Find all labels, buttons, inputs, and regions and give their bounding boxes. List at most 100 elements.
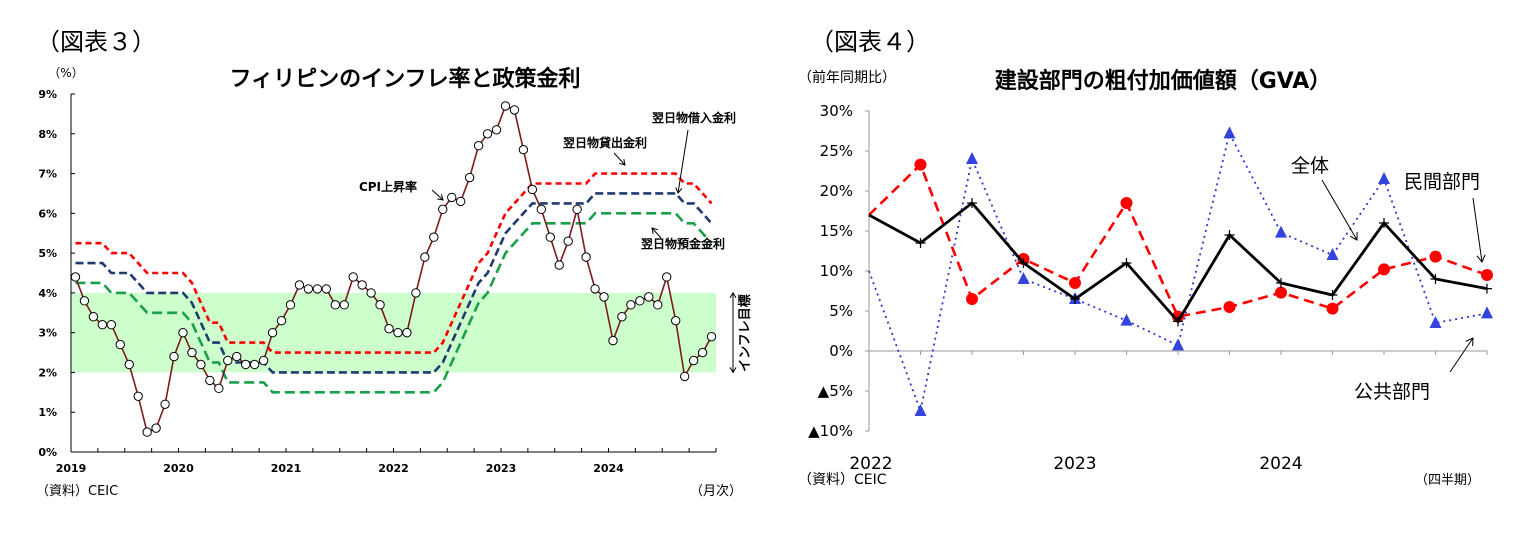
cpi-point (563, 236, 573, 246)
cpi-point (545, 232, 555, 242)
public-sector-point (1481, 306, 1493, 319)
total-point (1018, 258, 1029, 268)
cpi-point (572, 204, 582, 215)
total-point (1327, 290, 1338, 300)
cpi-point (420, 252, 430, 262)
public-sector-point (1120, 313, 1133, 326)
y-tick-label: 4% (38, 287, 57, 300)
cpi-point (214, 383, 224, 394)
series-line-lending-rate (75, 192, 713, 374)
cpi-point (688, 355, 699, 366)
total-point (1173, 316, 1183, 327)
cpi-point (124, 359, 134, 370)
cpi-point (518, 144, 529, 155)
source-label: （資料）CEIC (36, 484, 118, 499)
y-tick-label: 10% (820, 262, 853, 280)
x-tick-label: 2023 (1053, 454, 1096, 474)
label-leader-line (1449, 337, 1474, 373)
private-sector-point (1326, 302, 1339, 315)
cpi-point (590, 284, 600, 294)
public-sector-point (1017, 272, 1030, 284)
y-tick-label: 5% (829, 302, 853, 320)
cpi-point (294, 280, 305, 290)
y-tick-label: 7% (38, 168, 57, 181)
cpi-point (240, 359, 251, 370)
cpi-point (357, 280, 367, 290)
cpi-point (267, 327, 278, 338)
figure-4-panel: （図表４） 建設部門の粗付加価値額（GVA） （前年同期比） （四半期） （資料… (790, 0, 1522, 535)
cpi-point (455, 196, 466, 207)
total-point (1379, 218, 1389, 228)
cpi-point (330, 300, 340, 310)
cpi-point (169, 351, 179, 362)
public-sector-point (1172, 338, 1184, 351)
public-sector-point (1275, 225, 1287, 238)
cpi-point (133, 391, 143, 402)
cpi-point (160, 399, 170, 409)
label-leader-line (431, 189, 444, 201)
public-sector-point (1378, 172, 1390, 184)
construction-gva-chart: 建設部門の粗付加価値額（GVA） （前年同期比） （四半期） （資料）CEIC … (798, 68, 1493, 488)
cpi-point (142, 427, 152, 437)
label-arrowhead (1465, 337, 1474, 347)
cpi-point (429, 232, 439, 242)
public-sector-point (914, 404, 927, 416)
public-sector-point (1326, 248, 1339, 260)
y-tick-label: 5% (38, 247, 57, 260)
x-tick-label: 2022 (849, 454, 892, 474)
private-sector-point (1223, 301, 1236, 313)
cpi-point (348, 272, 358, 282)
y-tick-label: 0% (38, 446, 57, 459)
cpi-point (115, 339, 125, 350)
target-bracket-arrow-down (729, 367, 737, 374)
x-tick-label: 2024 (1259, 454, 1302, 474)
y-tick-label: 3% (38, 327, 57, 340)
cpi-point (599, 292, 609, 302)
y-tick-label: 2% (38, 366, 57, 379)
label-arrowhead (1476, 254, 1486, 263)
cpi-point (464, 172, 475, 183)
private-sector-point (1069, 277, 1081, 289)
cpi-point (366, 288, 376, 298)
figure-3-panel: （図表３） フィリピンのインフレ率と政策金利 （%） （月次） （資料）CEIC… (0, 0, 760, 535)
cpi-point (79, 296, 90, 306)
label-leader-line (1472, 197, 1483, 263)
series-label: 公共部門 (1354, 381, 1430, 403)
chart-title: 建設部門の粗付加価値額（GVA） (995, 68, 1332, 94)
cpi-point (339, 300, 349, 310)
x-tick-label: 2022 (378, 462, 409, 475)
x-unit-label: （月次） (690, 483, 742, 499)
y-tick-label: 1% (38, 406, 57, 419)
y-tick-label: ▲5% (818, 382, 853, 400)
cpi-point (491, 125, 502, 135)
y-tick-label: 6% (38, 207, 57, 220)
inflation-target-label: インフレ目標 (737, 294, 753, 372)
cpi-point (196, 359, 206, 370)
cpi-point (644, 292, 654, 302)
y-unit-label: （%） (48, 66, 83, 80)
label-arrowhead (675, 187, 683, 194)
y-tick-label: 25% (820, 142, 853, 160)
y-tick-label: 8% (38, 128, 57, 141)
chart-title: フィリピンのインフレ率と政策金利 (230, 66, 581, 92)
private-sector-point (1120, 197, 1133, 209)
cpi-point (70, 272, 81, 282)
figure-4-label: （図表４） (810, 28, 930, 56)
x-unit-label: （四半期） (1415, 473, 1480, 488)
x-tick-label: 2024 (593, 462, 624, 475)
inflation-policy-rate-chart: フィリピンのインフレ率と政策金利 （%） （月次） （資料）CEIC インフレ目… (36, 66, 753, 499)
cpi-point (608, 335, 618, 346)
series-label: 翌日物貸出金利 (563, 135, 647, 150)
figure-3-label: （図表３） (36, 28, 156, 56)
cpi-point (626, 300, 636, 310)
cpi-point (303, 284, 314, 294)
private-sector-point (1378, 263, 1390, 276)
cpi-point (249, 359, 260, 370)
series-line-deposit-rate (75, 212, 713, 394)
label-leader-line (1321, 179, 1358, 241)
series-line-total (868, 201, 1488, 324)
y-unit-label: （前年同期比） (798, 69, 896, 86)
private-sector-point (914, 158, 927, 171)
cpi-point (312, 284, 323, 294)
total-point (1276, 278, 1286, 288)
